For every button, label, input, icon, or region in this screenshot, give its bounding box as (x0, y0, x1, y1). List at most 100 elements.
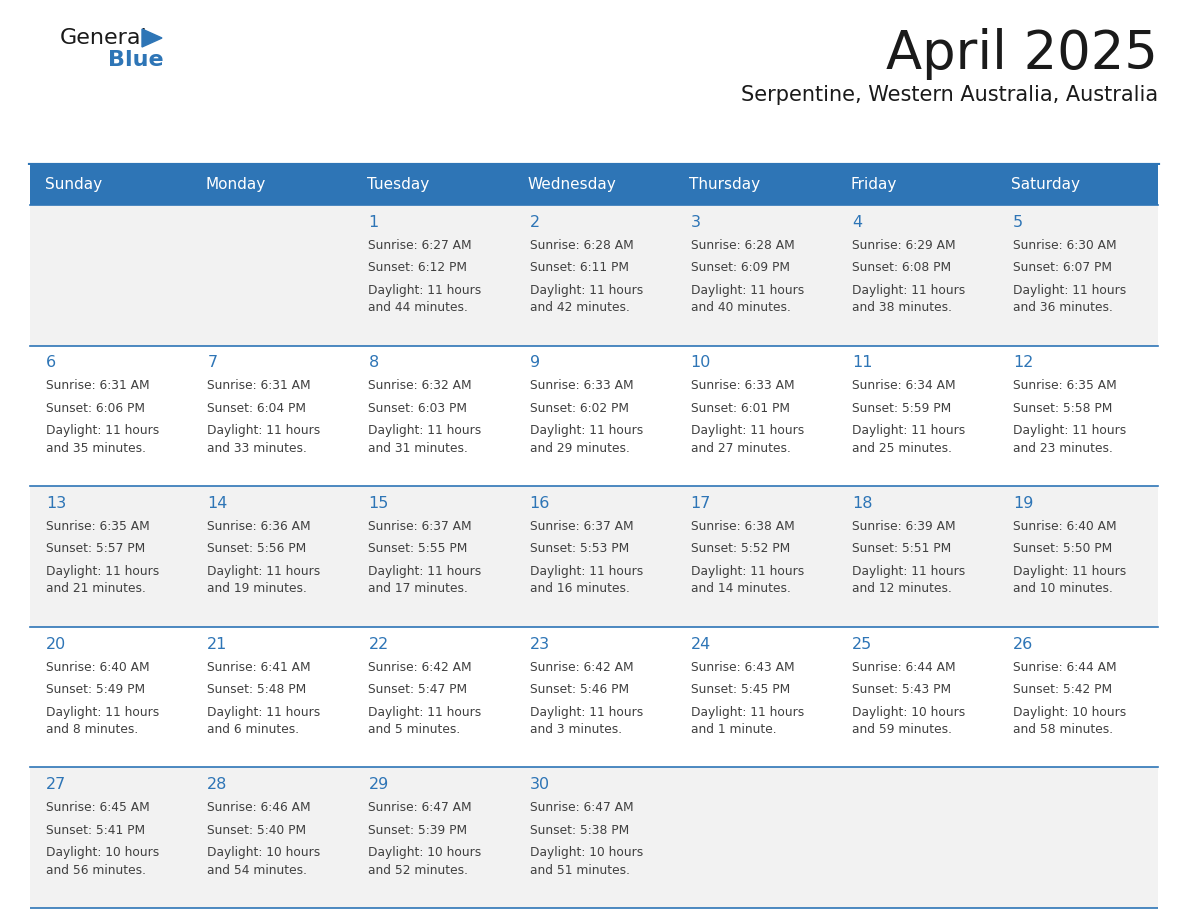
Text: Sunrise: 6:33 AM: Sunrise: 6:33 AM (690, 379, 795, 392)
Text: Sunset: 5:42 PM: Sunset: 5:42 PM (1013, 683, 1112, 696)
Text: Sunrise: 6:34 AM: Sunrise: 6:34 AM (852, 379, 955, 392)
Text: Sunrise: 6:35 AM: Sunrise: 6:35 AM (1013, 379, 1117, 392)
Text: Sunset: 5:41 PM: Sunset: 5:41 PM (46, 823, 145, 836)
Text: Sunset: 5:47 PM: Sunset: 5:47 PM (368, 683, 468, 696)
Text: Sunrise: 6:42 AM: Sunrise: 6:42 AM (368, 661, 472, 674)
Text: 26: 26 (1013, 637, 1034, 652)
Text: General: General (61, 28, 147, 48)
Text: Daylight: 11 hours
and 23 minutes.: Daylight: 11 hours and 23 minutes. (1013, 424, 1126, 454)
Text: Daylight: 11 hours
and 5 minutes.: Daylight: 11 hours and 5 minutes. (368, 706, 481, 736)
Text: Sunrise: 6:40 AM: Sunrise: 6:40 AM (46, 661, 150, 674)
Text: 7: 7 (207, 355, 217, 371)
Text: Sunrise: 6:28 AM: Sunrise: 6:28 AM (530, 239, 633, 252)
Text: 9: 9 (530, 355, 539, 371)
Text: Sunset: 5:55 PM: Sunset: 5:55 PM (368, 543, 468, 555)
Text: Daylight: 11 hours
and 31 minutes.: Daylight: 11 hours and 31 minutes. (368, 424, 481, 454)
Text: 29: 29 (368, 778, 388, 792)
Text: 6: 6 (46, 355, 56, 371)
Text: 27: 27 (46, 778, 67, 792)
Text: Monday: Monday (206, 177, 266, 193)
Text: Sunrise: 6:28 AM: Sunrise: 6:28 AM (690, 239, 795, 252)
Text: Sunset: 5:49 PM: Sunset: 5:49 PM (46, 683, 145, 696)
Text: 21: 21 (207, 637, 228, 652)
Text: Sunrise: 6:41 AM: Sunrise: 6:41 AM (207, 661, 311, 674)
Text: Daylight: 11 hours
and 38 minutes.: Daylight: 11 hours and 38 minutes. (852, 284, 965, 314)
Text: Friday: Friday (851, 177, 897, 193)
Text: Sunset: 6:07 PM: Sunset: 6:07 PM (1013, 262, 1112, 274)
Text: Sunset: 5:38 PM: Sunset: 5:38 PM (530, 823, 628, 836)
Text: 14: 14 (207, 496, 228, 511)
Text: Daylight: 10 hours
and 52 minutes.: Daylight: 10 hours and 52 minutes. (368, 846, 481, 877)
Text: Daylight: 10 hours
and 51 minutes.: Daylight: 10 hours and 51 minutes. (530, 846, 643, 877)
Text: Daylight: 11 hours
and 36 minutes.: Daylight: 11 hours and 36 minutes. (1013, 284, 1126, 314)
Text: Sunset: 5:56 PM: Sunset: 5:56 PM (207, 543, 307, 555)
Text: Sunset: 6:06 PM: Sunset: 6:06 PM (46, 402, 145, 415)
Text: Daylight: 11 hours
and 3 minutes.: Daylight: 11 hours and 3 minutes. (530, 706, 643, 736)
Text: Daylight: 11 hours
and 33 minutes.: Daylight: 11 hours and 33 minutes. (207, 424, 321, 454)
Text: Sunset: 5:58 PM: Sunset: 5:58 PM (1013, 402, 1112, 415)
Text: 10: 10 (690, 355, 712, 371)
Text: Daylight: 11 hours
and 42 minutes.: Daylight: 11 hours and 42 minutes. (530, 284, 643, 314)
Text: Sunset: 5:40 PM: Sunset: 5:40 PM (207, 823, 307, 836)
Text: Sunset: 6:01 PM: Sunset: 6:01 PM (690, 402, 790, 415)
Text: Daylight: 10 hours
and 59 minutes.: Daylight: 10 hours and 59 minutes. (852, 706, 965, 736)
Text: Sunrise: 6:47 AM: Sunrise: 6:47 AM (530, 801, 633, 814)
Text: Daylight: 11 hours
and 29 minutes.: Daylight: 11 hours and 29 minutes. (530, 424, 643, 454)
Text: Sunset: 5:53 PM: Sunset: 5:53 PM (530, 543, 628, 555)
Text: Daylight: 11 hours
and 8 minutes.: Daylight: 11 hours and 8 minutes. (46, 706, 159, 736)
Text: Blue: Blue (108, 50, 164, 70)
Text: 25: 25 (852, 637, 872, 652)
Text: Sunset: 5:39 PM: Sunset: 5:39 PM (368, 823, 468, 836)
Text: Tuesday: Tuesday (367, 177, 429, 193)
Text: Sunrise: 6:27 AM: Sunrise: 6:27 AM (368, 239, 472, 252)
Text: 3: 3 (690, 215, 701, 230)
Text: Sunrise: 6:46 AM: Sunrise: 6:46 AM (207, 801, 311, 814)
Text: Sunset: 5:48 PM: Sunset: 5:48 PM (207, 683, 307, 696)
Text: 28: 28 (207, 778, 228, 792)
Text: 20: 20 (46, 637, 67, 652)
Text: Sunday: Sunday (44, 177, 102, 193)
Text: 19: 19 (1013, 496, 1034, 511)
Text: Daylight: 11 hours
and 12 minutes.: Daylight: 11 hours and 12 minutes. (852, 565, 965, 596)
Text: Saturday: Saturday (1011, 177, 1080, 193)
Text: Sunset: 6:08 PM: Sunset: 6:08 PM (852, 262, 950, 274)
Text: Sunrise: 6:31 AM: Sunrise: 6:31 AM (207, 379, 311, 392)
Text: Sunset: 6:11 PM: Sunset: 6:11 PM (530, 262, 628, 274)
Text: 4: 4 (852, 215, 862, 230)
Text: Sunrise: 6:32 AM: Sunrise: 6:32 AM (368, 379, 472, 392)
Text: Sunrise: 6:35 AM: Sunrise: 6:35 AM (46, 520, 150, 533)
Text: Sunrise: 6:36 AM: Sunrise: 6:36 AM (207, 520, 311, 533)
Text: Daylight: 11 hours
and 6 minutes.: Daylight: 11 hours and 6 minutes. (207, 706, 321, 736)
Text: Daylight: 10 hours
and 56 minutes.: Daylight: 10 hours and 56 minutes. (46, 846, 159, 877)
Text: Sunrise: 6:44 AM: Sunrise: 6:44 AM (852, 661, 955, 674)
Text: 8: 8 (368, 355, 379, 371)
Text: Daylight: 11 hours
and 25 minutes.: Daylight: 11 hours and 25 minutes. (852, 424, 965, 454)
Text: 30: 30 (530, 778, 550, 792)
Text: 13: 13 (46, 496, 67, 511)
Text: Sunrise: 6:42 AM: Sunrise: 6:42 AM (530, 661, 633, 674)
Text: Daylight: 11 hours
and 14 minutes.: Daylight: 11 hours and 14 minutes. (690, 565, 804, 596)
Text: 17: 17 (690, 496, 712, 511)
Text: 18: 18 (852, 496, 872, 511)
Text: Daylight: 10 hours
and 54 minutes.: Daylight: 10 hours and 54 minutes. (207, 846, 321, 877)
Text: Thursday: Thursday (689, 177, 760, 193)
Text: Daylight: 11 hours
and 19 minutes.: Daylight: 11 hours and 19 minutes. (207, 565, 321, 596)
Text: Sunrise: 6:31 AM: Sunrise: 6:31 AM (46, 379, 150, 392)
Text: Sunset: 5:46 PM: Sunset: 5:46 PM (530, 683, 628, 696)
Text: 5: 5 (1013, 215, 1023, 230)
Text: Sunrise: 6:37 AM: Sunrise: 6:37 AM (530, 520, 633, 533)
Text: Daylight: 11 hours
and 1 minute.: Daylight: 11 hours and 1 minute. (690, 706, 804, 736)
Text: Sunrise: 6:45 AM: Sunrise: 6:45 AM (46, 801, 150, 814)
Text: Sunset: 6:04 PM: Sunset: 6:04 PM (207, 402, 307, 415)
Text: Sunset: 5:50 PM: Sunset: 5:50 PM (1013, 543, 1112, 555)
Text: Sunrise: 6:47 AM: Sunrise: 6:47 AM (368, 801, 472, 814)
Text: Sunset: 5:57 PM: Sunset: 5:57 PM (46, 543, 145, 555)
Text: 23: 23 (530, 637, 550, 652)
Polygon shape (143, 29, 162, 47)
Text: 15: 15 (368, 496, 388, 511)
Text: Daylight: 11 hours
and 17 minutes.: Daylight: 11 hours and 17 minutes. (368, 565, 481, 596)
Text: Sunset: 5:52 PM: Sunset: 5:52 PM (690, 543, 790, 555)
Text: Sunset: 5:43 PM: Sunset: 5:43 PM (852, 683, 950, 696)
Text: Sunset: 6:09 PM: Sunset: 6:09 PM (690, 262, 790, 274)
Text: Serpentine, Western Australia, Australia: Serpentine, Western Australia, Australia (741, 85, 1158, 105)
